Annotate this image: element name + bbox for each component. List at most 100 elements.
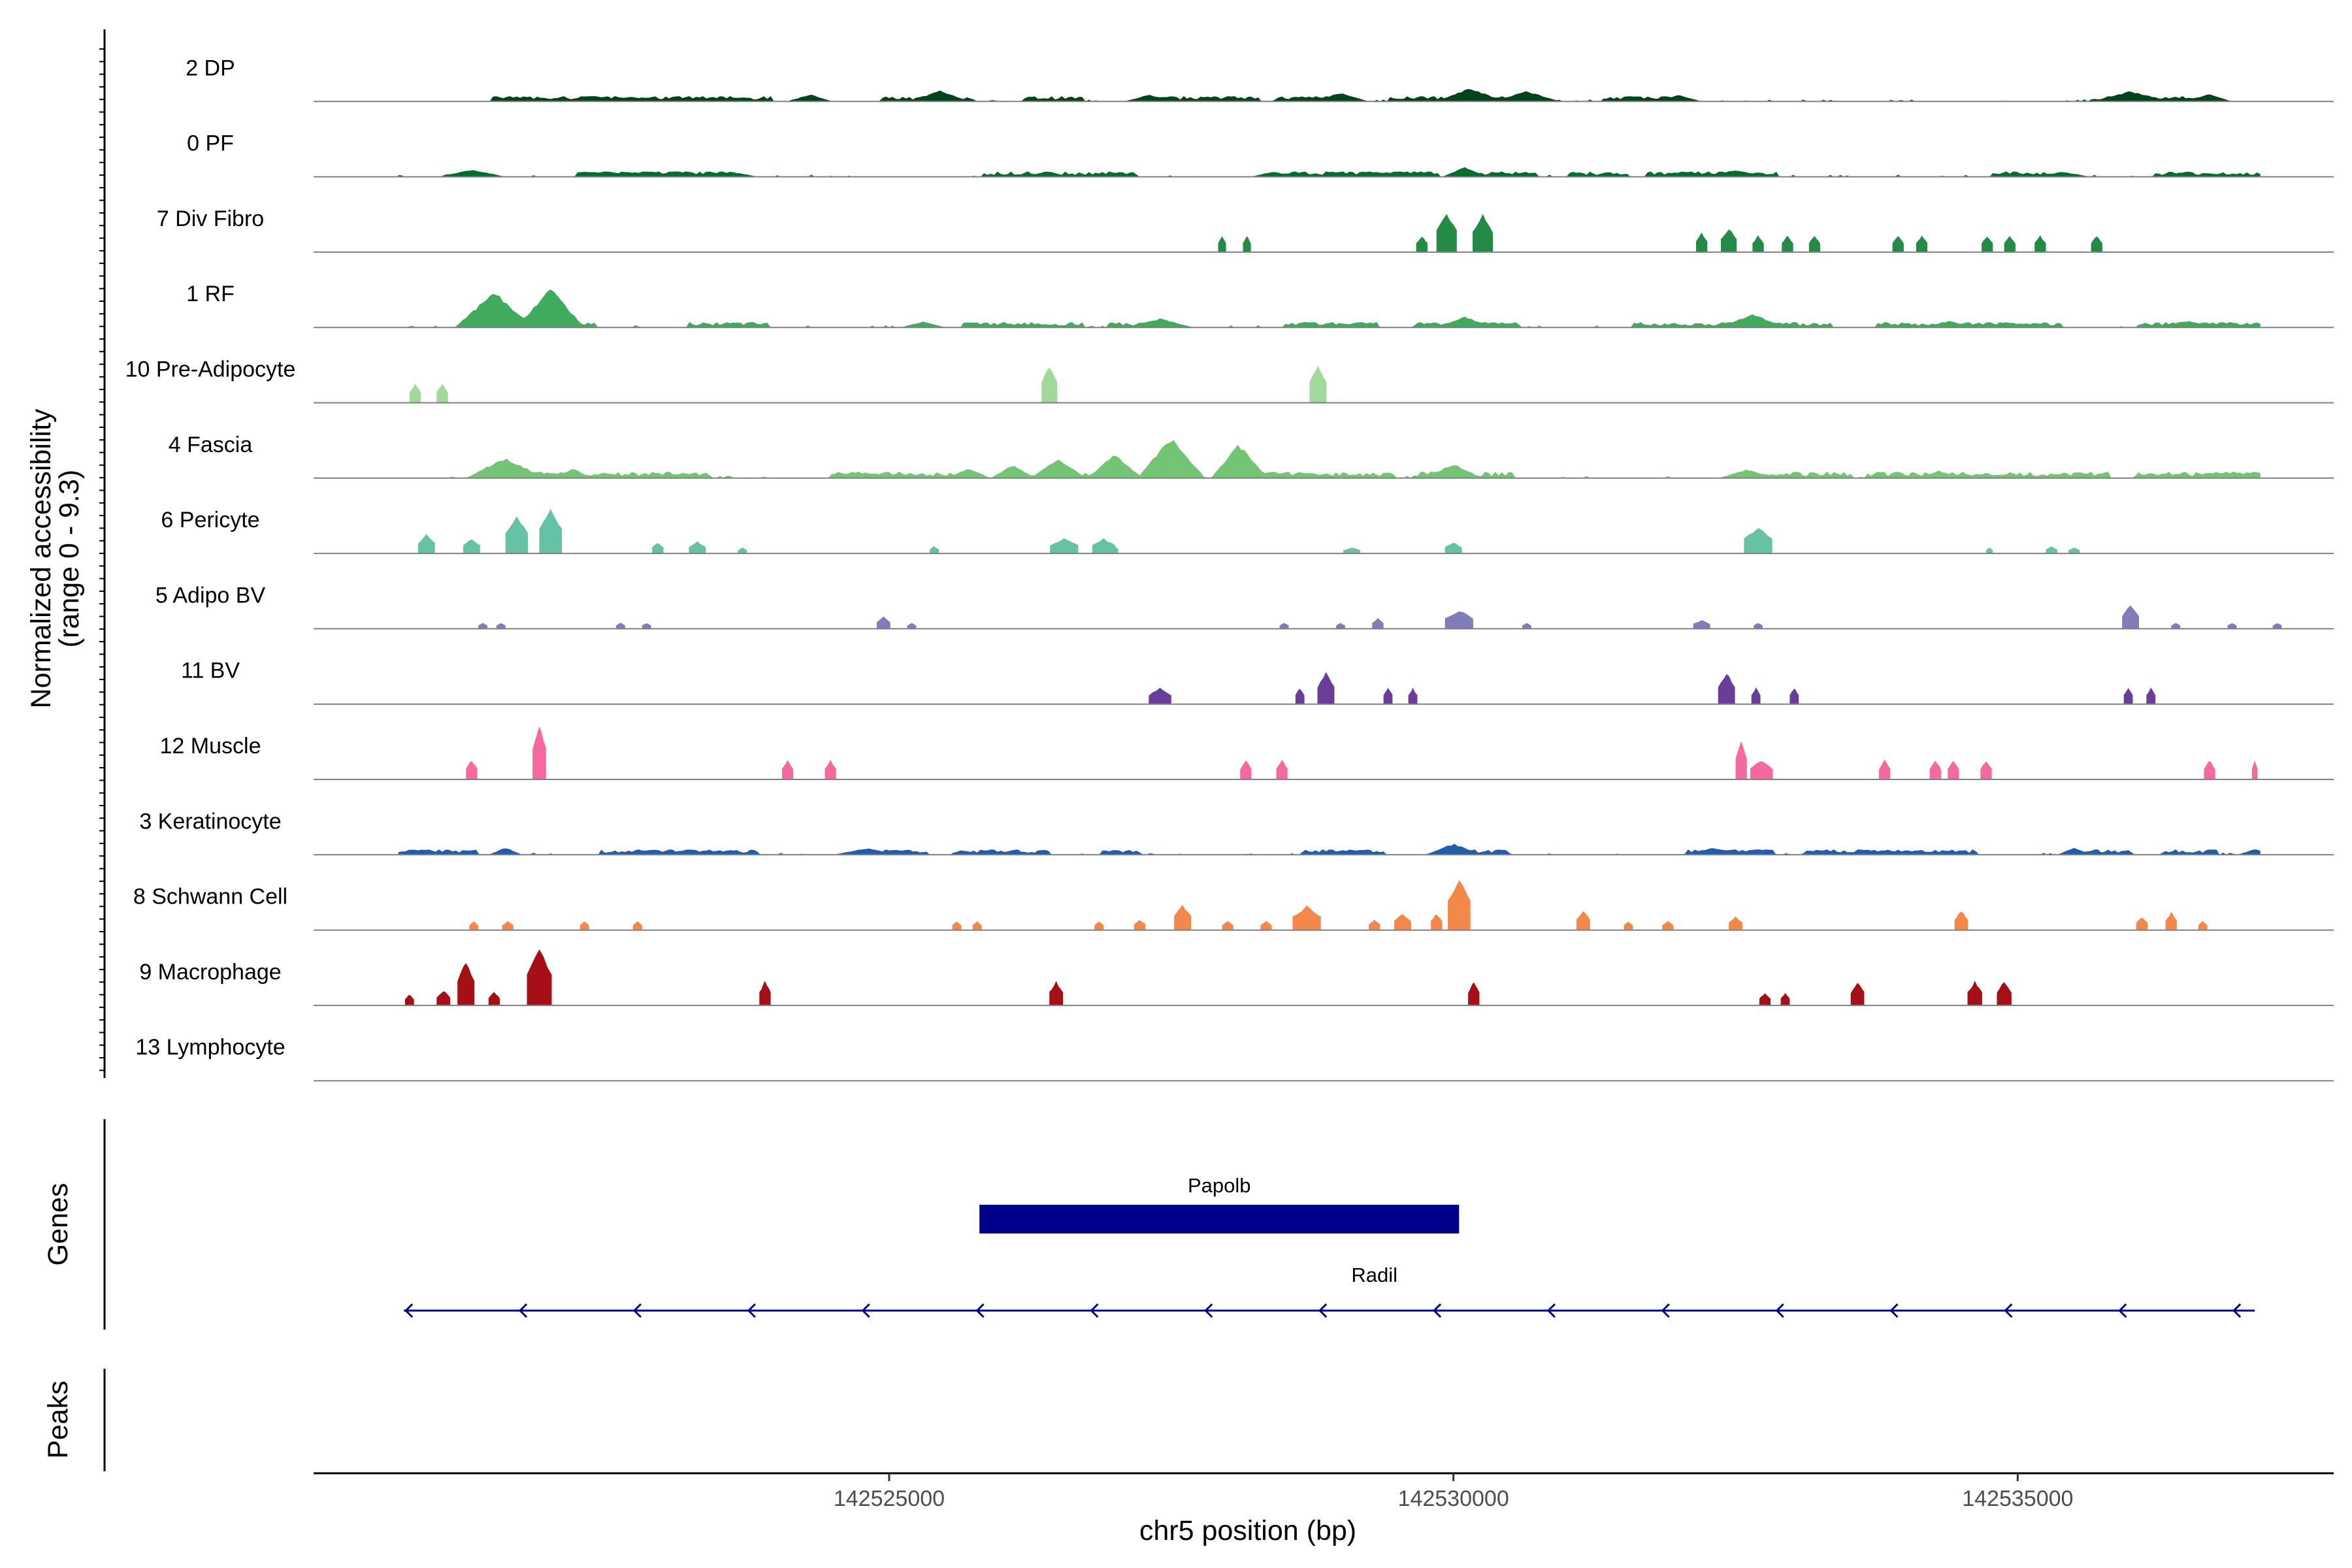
- genes-panel-label: Genes: [42, 1183, 74, 1266]
- track-6-pericyte: 6 Pericyte: [161, 508, 2334, 555]
- coverage-peak: [1997, 982, 2012, 1005]
- coverage-peak: [1111, 546, 1119, 554]
- coverage-peak: [2034, 235, 2046, 252]
- track-label: 8 Schwann Cell: [133, 885, 287, 909]
- strand-arrow: [1889, 1303, 1899, 1318]
- coverage-peak: [1309, 366, 1327, 403]
- strand-arrow: [1204, 1303, 1213, 1318]
- gene-radil: Radil: [404, 1264, 2255, 1318]
- coverage-peak: [457, 963, 475, 1005]
- coverage-peak: [1735, 741, 1747, 779]
- coverage-peak: [1782, 235, 1793, 252]
- track-label: 11 BV: [181, 659, 240, 683]
- coverage-peak: [1780, 992, 1790, 1005]
- track-label: 6 Pericyte: [161, 508, 259, 532]
- coverage-peak: [478, 623, 487, 629]
- coverage-peak: [907, 623, 917, 629]
- coverage-peak: [1372, 617, 1384, 629]
- coverage-peak: [1343, 547, 1361, 554]
- coverage-peak: [1445, 542, 1462, 554]
- coverage-peak: [1878, 759, 1891, 779]
- accessibility-axis: [99, 29, 106, 1078]
- coverage-area: [398, 843, 2261, 855]
- coverage-peak: [502, 921, 514, 930]
- track-label: 10 Pre-Adipocyte: [125, 357, 296, 382]
- coverage-peak: [1174, 904, 1191, 930]
- gene-body: [979, 1205, 1460, 1233]
- coverage-peak: [2004, 236, 2016, 252]
- coverage-peak: [1468, 982, 1480, 1005]
- strand-arrow: [2118, 1303, 2127, 1318]
- coverage-peak: [1954, 911, 1968, 930]
- coverage-peak: [972, 921, 982, 930]
- coverage-peak: [1408, 687, 1418, 704]
- coverage-peak: [1980, 761, 1992, 779]
- track-7-div-fibro: 7 Div Fibro: [157, 206, 2334, 253]
- coverage-peak: [1431, 914, 1443, 930]
- x-tick-label: 142525000: [834, 1486, 945, 1511]
- track-0-pf: 0 PF: [187, 131, 2334, 178]
- genes-panel: Genes Papolb Radil: [42, 1119, 2255, 1330]
- coverage-peak: [1808, 236, 1820, 252]
- y-axis-title: Normalized accessibility: [25, 408, 57, 708]
- coverage-peak: [1222, 921, 1233, 930]
- coverage-peak: [2068, 547, 2080, 554]
- track-label: 7 Div Fibro: [157, 206, 264, 231]
- coverage-area: [398, 289, 2261, 328]
- coverage-peak: [877, 616, 890, 629]
- coverage-peak: [1751, 687, 1761, 704]
- gene-label: Radil: [1351, 1264, 1397, 1286]
- track-10-pre-adipocyte: 10 Pre-Adipocyte: [125, 357, 2334, 404]
- coverage-peak: [463, 539, 480, 554]
- coverage-peak: [1243, 236, 1251, 252]
- peaks-panel: Peaks: [42, 1369, 106, 1471]
- strand-arrow: [975, 1303, 985, 1318]
- track-11-bv: 11 BV: [181, 659, 2334, 705]
- coverage-area: [398, 440, 2261, 478]
- coverage-peak: [1759, 993, 1771, 1005]
- coverage-peak: [2171, 623, 2181, 629]
- coverage-peak: [1092, 538, 1115, 554]
- coverage-peak: [1892, 236, 1904, 252]
- strand-arrow: [747, 1303, 756, 1318]
- coverage-peak: [1789, 688, 1799, 704]
- coverage-peak: [1693, 620, 1710, 629]
- coverage-peak: [2146, 687, 2156, 704]
- coverage-peak: [532, 726, 546, 779]
- x-axis-title: chr5 position (bp): [1139, 1515, 1356, 1546]
- coverage-tracks: 2 DP 0 PF 7 Div Fibro 1 RF 10 Pre-Adipocyte 4…: [125, 56, 2334, 1082]
- coverage-peak: [1094, 921, 1104, 930]
- coverage-peak: [1729, 916, 1742, 930]
- strand-arrow: [1661, 1303, 1670, 1318]
- coverage-peak: [2272, 623, 2282, 629]
- coverage-peak: [1050, 538, 1079, 554]
- strand-arrow: [2004, 1303, 2013, 1318]
- coverage-peak: [930, 546, 939, 554]
- coverage-peak: [1522, 623, 1531, 629]
- coverage-peak: [615, 623, 625, 629]
- strand-arrow: [1775, 1303, 1784, 1318]
- coverage-peak: [580, 921, 589, 930]
- track-label: 12 Muscle: [160, 734, 261, 759]
- coverage-peak: [404, 994, 414, 1005]
- coverage-area: [398, 89, 2261, 102]
- coverage-peak: [1295, 689, 1305, 704]
- track-label: 0 PF: [187, 131, 234, 156]
- coverage-peak: [1850, 983, 1865, 1005]
- track-label: 5 Adipo BV: [155, 583, 266, 608]
- coverage-peak: [1929, 760, 1941, 779]
- coverage-peak: [2091, 236, 2102, 252]
- coverage-peak: [1967, 981, 1982, 1005]
- coverage-peak: [1982, 237, 1993, 252]
- gene-label: Papolb: [1188, 1174, 1251, 1197]
- coverage-peak: [488, 992, 500, 1005]
- strand-arrow: [1318, 1303, 1328, 1318]
- coverage-peak: [632, 921, 642, 930]
- coverage-peak: [1752, 235, 1764, 252]
- coverage-peak: [1276, 760, 1288, 779]
- coverage-peak: [1394, 914, 1411, 930]
- coverage-peak: [1049, 981, 1063, 1005]
- coverage-peak: [505, 516, 529, 554]
- x-tick-label: 142530000: [1398, 1486, 1509, 1511]
- track-label: 2 DP: [186, 56, 235, 80]
